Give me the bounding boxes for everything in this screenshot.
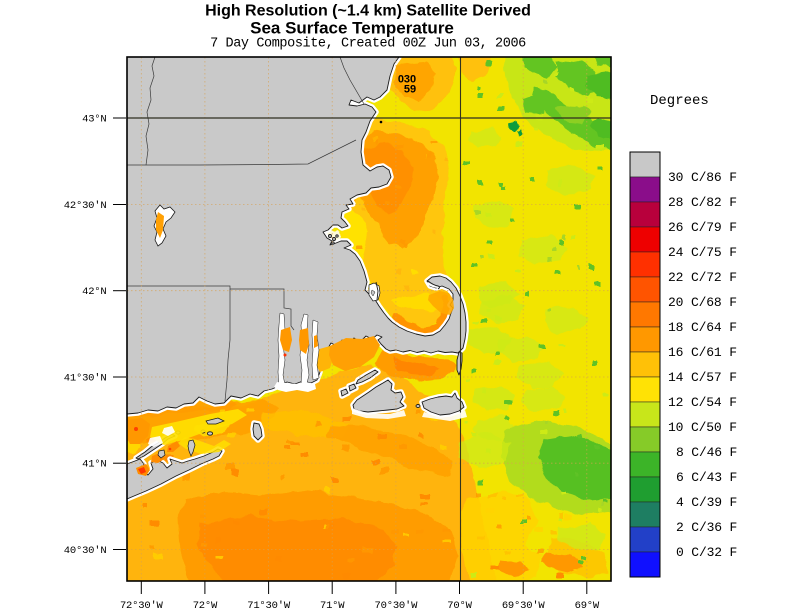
svg-text:6 C/43 F: 6 C/43 F: [676, 470, 737, 485]
svg-text:10 C/50 F: 10 C/50 F: [668, 420, 737, 435]
svg-text:43°N: 43°N: [82, 114, 106, 126]
svg-text:40°30'N: 40°30'N: [64, 545, 107, 557]
svg-text:030: 030: [398, 74, 416, 86]
svg-text:High Resolution (~1.4 km) Sate: High Resolution (~1.4 km) Satellite Deri…: [205, 3, 531, 20]
svg-text:26 C/79 F: 26 C/79 F: [668, 220, 737, 235]
svg-text:30 C/86 F: 30 C/86 F: [668, 170, 737, 185]
svg-text:28 C/82 F: 28 C/82 F: [668, 195, 737, 210]
svg-text:59: 59: [404, 84, 416, 96]
svg-text:24 C/75 F: 24 C/75 F: [668, 245, 737, 260]
svg-text:70°W: 70°W: [447, 600, 472, 612]
svg-text:41°N: 41°N: [82, 459, 106, 471]
svg-text:42°N: 42°N: [82, 286, 106, 298]
svg-text:70°30'W: 70°30'W: [375, 600, 419, 612]
svg-text:Degrees: Degrees: [650, 93, 709, 109]
svg-text:72°30'W: 72°30'W: [120, 600, 164, 612]
svg-text:Sea Surface Temperature: Sea Surface Temperature: [250, 19, 454, 38]
svg-text:7 Day Composite, Created 00Z J: 7 Day Composite, Created 00Z Jun 03, 200…: [210, 37, 526, 52]
svg-text:71°30'W: 71°30'W: [247, 600, 291, 612]
svg-text:41°30'N: 41°30'N: [64, 373, 107, 385]
svg-text:18 C/64 F: 18 C/64 F: [668, 320, 737, 335]
svg-text:8 C/46 F: 8 C/46 F: [676, 445, 737, 460]
svg-text:69°W: 69°W: [575, 600, 600, 612]
svg-text:69°30'W: 69°30'W: [502, 600, 546, 612]
svg-text:14 C/57 F: 14 C/57 F: [668, 370, 737, 385]
svg-text:42°30'N: 42°30'N: [64, 200, 107, 212]
svg-text:16 C/61 F: 16 C/61 F: [668, 345, 737, 360]
svg-text:22 C/72 F: 22 C/72 F: [668, 270, 737, 285]
svg-text:0 C/32 F: 0 C/32 F: [676, 545, 737, 560]
svg-text:2 C/36 F: 2 C/36 F: [676, 520, 737, 535]
svg-text:72°W: 72°W: [193, 600, 218, 612]
svg-text:20 C/68 F: 20 C/68 F: [668, 295, 737, 310]
svg-text:12 C/54 F: 12 C/54 F: [668, 395, 737, 410]
svg-text:71°W: 71°W: [320, 600, 345, 612]
svg-text:4 C/39 F: 4 C/39 F: [676, 495, 737, 510]
